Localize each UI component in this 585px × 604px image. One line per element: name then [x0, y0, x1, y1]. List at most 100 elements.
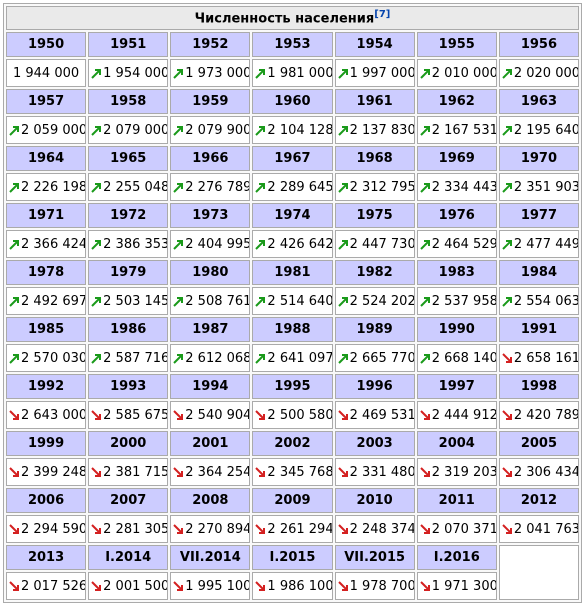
trend-up-icon: [91, 182, 102, 193]
year-cell: 2002: [252, 431, 333, 456]
value-cell: 1 986 100: [252, 572, 333, 600]
year-cell: 1990: [416, 317, 497, 342]
year-cell: 1981: [252, 260, 333, 285]
value-cell: 2 334 443: [416, 173, 497, 201]
trend-up-icon: [173, 353, 184, 364]
year-row: 1985 1986 1987 1988 1989 1990 1991: [6, 317, 579, 342]
population-value: 2 641 097: [267, 350, 333, 366]
trend-up-icon: [9, 353, 19, 364]
value-cell: 2 079 900: [170, 116, 251, 144]
population-value: 2 017 526: [21, 578, 87, 594]
value-cell: 2 281 305: [88, 515, 169, 543]
year-cell: 1953: [252, 32, 333, 57]
year-cell: 1968: [334, 146, 415, 171]
year-cell: 1955: [416, 32, 497, 57]
year-cell: 1984: [498, 260, 579, 285]
value-cell: 2 477 449: [498, 230, 579, 258]
year-cell: 1982: [334, 260, 415, 285]
year-row: 1957 1958 1959 1960 1961 1962 1963: [6, 89, 579, 114]
population-value: 2 540 904: [185, 407, 251, 423]
trend-up-icon: [173, 296, 184, 307]
trend-up-icon: [255, 296, 266, 307]
value-cell: 2 070 371: [416, 515, 497, 543]
value-cell: 2 540 904: [170, 401, 251, 429]
year-cell: 1986: [88, 317, 169, 342]
year-cell: 2005: [498, 431, 579, 456]
trend-up-icon: [419, 68, 430, 79]
population-value: 2 492 697: [21, 293, 87, 309]
value-cell: 2 079 000: [88, 116, 169, 144]
trend-down-icon: [255, 409, 266, 420]
value-cell: 2 059 000: [6, 116, 87, 144]
year-cell: 1973: [170, 203, 251, 228]
population-value: 2 514 640: [267, 293, 333, 309]
population-value: 1 997 000: [349, 65, 415, 81]
value-cell: 2 503 145: [88, 287, 169, 315]
value-cell: 2 585 675: [88, 401, 169, 429]
year-row: 1978 1979 1980 1981 1982 1983 1984: [6, 260, 579, 285]
year-cell: 1983: [416, 260, 497, 285]
value-cell: 2 195 640: [498, 116, 579, 144]
trend-down-icon: [173, 580, 184, 591]
population-value: 2 444 912: [431, 407, 497, 423]
trend-down-icon: [419, 523, 430, 534]
population-value: 2 041 763: [513, 521, 579, 537]
trend-up-icon: [502, 296, 512, 307]
year-cell: 1958: [88, 89, 169, 114]
value-cell: 2 226 198: [6, 173, 87, 201]
value-cell: 2 668 140: [416, 344, 497, 372]
population-value: 2 104 128: [267, 122, 333, 138]
trend-down-icon: [255, 523, 266, 534]
trend-up-icon: [502, 182, 512, 193]
value-cell: 2 289 645: [252, 173, 333, 201]
year-cell: I.2015: [252, 545, 333, 570]
value-cell: 1 997 000: [334, 59, 415, 87]
population-value: 1 986 100: [267, 578, 333, 594]
population-value: 2 345 768: [267, 464, 333, 480]
trend-down-icon: [419, 466, 430, 477]
value-cell: 2 464 529: [416, 230, 497, 258]
trend-up-icon: [173, 182, 184, 193]
trend-down-icon: [91, 466, 102, 477]
value-row: 2 017 526 2 001 500 1 995 100 1 986 100 1 97…: [6, 572, 579, 600]
value-cell: 2 492 697: [6, 287, 87, 315]
value-cell: 2 404 995: [170, 230, 251, 258]
year-row: 1950 1951 1952 1953 1954 1955 1956: [6, 32, 579, 57]
value-row: 2 492 697 2 503 145 2 508 761 2 514 640 2 52…: [6, 287, 579, 315]
population-table: Численность населения[7] 1950 1951 1952 195…: [3, 3, 582, 603]
trend-up-icon: [337, 353, 348, 364]
population-value: 2 281 305: [103, 521, 169, 537]
population-value: 1 995 100: [185, 578, 251, 594]
trend-down-icon: [337, 580, 348, 591]
population-value: 2 524 202: [349, 293, 415, 309]
trend-down-icon: [9, 523, 19, 534]
population-value: 2 464 529: [431, 236, 497, 252]
population-value: 2 570 030: [21, 350, 87, 366]
population-value: 2 334 443: [431, 179, 497, 195]
trend-up-icon: [337, 182, 348, 193]
value-cell: 2 420 789: [498, 401, 579, 429]
population-value: 2 404 995: [185, 236, 251, 252]
year-cell: 2000: [88, 431, 169, 456]
value-cell: 2 641 097: [252, 344, 333, 372]
value-row: 2 399 248 2 381 715 2 364 254 2 345 768 2 33…: [6, 458, 579, 486]
value-cell: 2 248 374: [334, 515, 415, 543]
year-cell: 1987: [170, 317, 251, 342]
year-row: 1992 1993 1994 1995 1996 1997 1998: [6, 374, 579, 399]
value-cell: 2 001 500: [88, 572, 169, 600]
reference-link[interactable]: [7]: [374, 9, 391, 21]
empty-cell: [498, 545, 579, 600]
value-cell: 2 306 434: [498, 458, 579, 486]
year-cell: 2012: [498, 488, 579, 513]
trend-up-icon: [337, 296, 348, 307]
value-cell: 2 104 128: [252, 116, 333, 144]
year-cell: 1999: [6, 431, 87, 456]
trend-up-icon: [9, 182, 19, 193]
population-value: 2 294 590: [21, 521, 87, 537]
year-cell: 2010: [334, 488, 415, 513]
year-cell: 1965: [88, 146, 169, 171]
value-cell: 2 010 000: [416, 59, 497, 87]
population-value: 2 420 789: [513, 407, 579, 423]
population-value: 1 971 300: [431, 578, 497, 594]
value-cell: 2 345 768: [252, 458, 333, 486]
